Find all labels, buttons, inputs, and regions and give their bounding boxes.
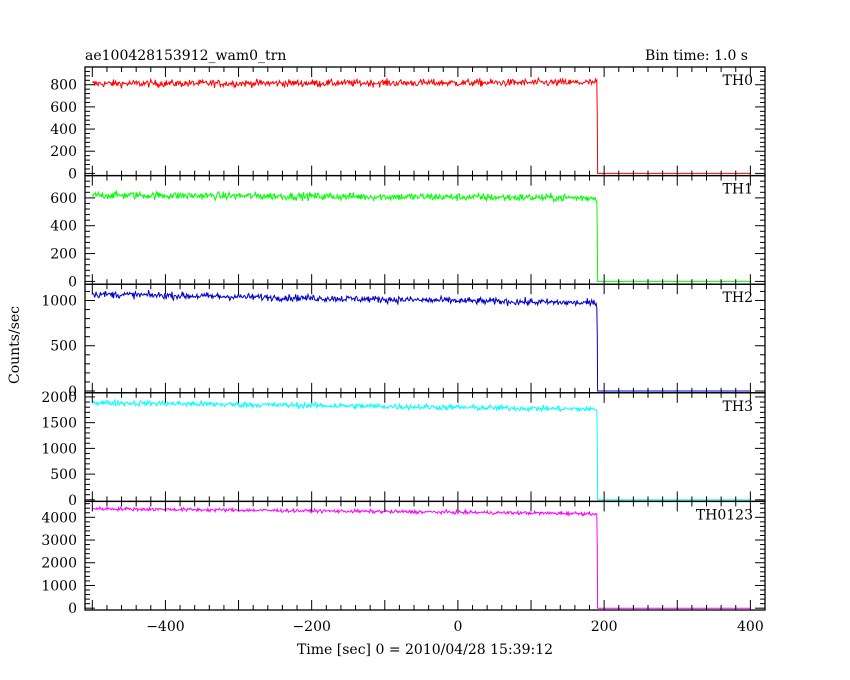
panel-label: TH1 <box>723 182 753 198</box>
chart-subtitle: Bin time: 1.0 s <box>645 48 748 64</box>
panel-frame <box>84 392 766 503</box>
panel-th2: TH2 0 500 1000 <box>41 283 766 400</box>
y-tick-label: 1500 <box>41 416 77 432</box>
y-tick-label: 600 <box>50 100 77 116</box>
panel-th0: TH0 0 200 400 600 800 <box>50 66 766 182</box>
y-tick-label: 0 <box>68 274 77 290</box>
y-tick-label: 500 <box>50 339 77 355</box>
plot-panels: TH0 0 200 400 600 800 TH1 0 200 400 600 TH2 0 500 1000… <box>41 66 766 635</box>
panel-frame <box>84 500 766 611</box>
y-tick-label: 200 <box>50 247 77 263</box>
y-tick-label: 0 <box>68 384 77 400</box>
series-line-th2 <box>91 289 751 392</box>
y-tick-label: 500 <box>50 467 77 483</box>
y-tick-label: 200 <box>50 144 77 160</box>
x-tick-label: 0 <box>453 619 462 635</box>
x-tick-label: −400 <box>146 619 184 635</box>
y-axis-title: Counts/sec <box>7 306 23 384</box>
x-tick-label: 400 <box>737 619 764 635</box>
panel-label: TH3 <box>723 399 753 415</box>
y-tick-label: 2000 <box>41 556 77 572</box>
panel-th1: TH1 0 200 400 600 <box>50 174 766 290</box>
panel-label: TH2 <box>723 290 753 306</box>
y-tick-label: 1000 <box>41 578 77 594</box>
panel-th0123: TH0123 0 1000 2000 3000 4000 <box>41 500 766 617</box>
y-tick-label: 800 <box>50 78 77 94</box>
y-tick-label: 400 <box>50 122 77 138</box>
y-tick-label: 1000 <box>41 441 77 457</box>
x-tick-label: 200 <box>591 619 618 635</box>
y-tick-label: 0 <box>68 601 77 617</box>
panel-frame <box>84 174 766 285</box>
chart-title: ae100428153912_wam0_trn <box>85 48 286 64</box>
y-tick-label: 4000 <box>41 510 77 526</box>
series-line-th0 <box>91 76 751 174</box>
series-line-th1 <box>91 189 751 282</box>
y-tick-label: 2000 <box>41 390 77 406</box>
y-tick-label: 0 <box>68 166 77 182</box>
panel-frame <box>84 283 766 394</box>
y-tick-label: 400 <box>50 219 77 235</box>
panel-label: TH0123 <box>696 507 753 523</box>
series-line-th3 <box>92 398 751 501</box>
y-tick-label: 3000 <box>41 533 77 549</box>
panel-label: TH0 <box>723 73 753 89</box>
series-line-th0123 <box>91 505 751 609</box>
x-axis-title: Time [sec] 0 = 2010/04/28 15:39:12 <box>297 642 553 658</box>
y-tick-label: 600 <box>50 191 77 207</box>
x-tick-label: −200 <box>292 619 330 635</box>
y-tick-label: 1000 <box>41 293 77 309</box>
y-tick-label: 0 <box>68 493 77 509</box>
panel-th3: TH3 0 500 1000 1500 2000 <box>41 390 766 509</box>
